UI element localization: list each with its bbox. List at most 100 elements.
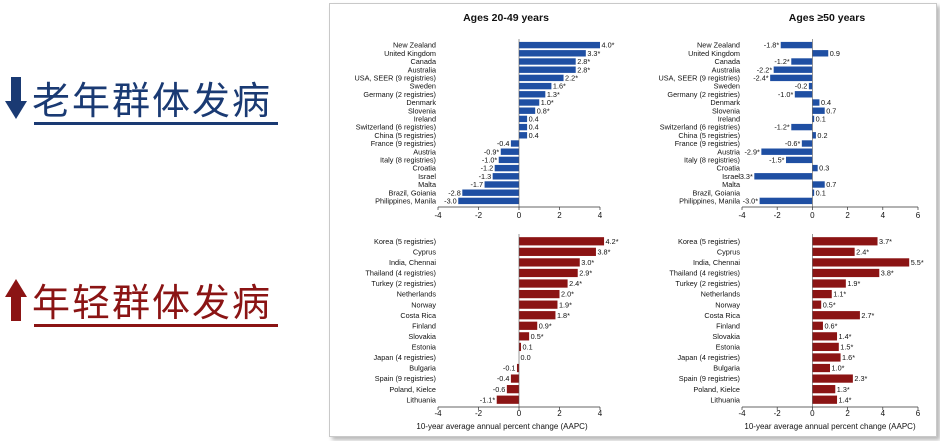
data-label: -1.7	[470, 180, 483, 189]
category-label: Croatia	[716, 164, 740, 173]
category-label: USA, SEER (9 registries)	[658, 74, 740, 83]
data-label: 0.8*	[537, 106, 550, 115]
data-label: 0.4	[529, 123, 539, 132]
x-tick-label: 2	[845, 409, 850, 418]
bar	[812, 353, 841, 362]
bar	[759, 197, 813, 205]
x-tick-label: 4	[598, 211, 603, 220]
data-label: -1.2*	[774, 123, 790, 132]
category-label: Israel	[722, 172, 740, 181]
data-label: -1.0*	[482, 156, 498, 165]
data-label: -0.9*	[484, 147, 500, 156]
category-label: Italy (8 registries)	[684, 156, 740, 165]
data-label: 0.7	[826, 180, 836, 189]
bar	[519, 115, 528, 123]
older-onset-annotation: 老年群体发病	[4, 70, 278, 125]
bar	[492, 173, 519, 180]
category-label: Canada	[714, 57, 741, 66]
chart-panel-2: Ages ≥50 years New Zealand -1.8* United Kin…	[658, 12, 920, 220]
data-label: 1.0*	[832, 364, 845, 373]
data-label: -1.0*	[778, 90, 794, 99]
x-tick-label: -4	[738, 409, 746, 418]
bar	[519, 332, 530, 341]
data-label: 2.0*	[561, 290, 574, 299]
category-label: China (5 registries)	[678, 131, 740, 140]
older-onset-underline	[34, 122, 278, 125]
category-label: Australia	[712, 65, 741, 74]
category-label: India, Chennai	[693, 258, 740, 267]
bar	[812, 279, 846, 288]
x-tick-label: 0	[810, 211, 815, 220]
data-label: -3.0*	[743, 197, 759, 206]
category-label: Malta	[418, 180, 437, 189]
younger-onset-label: 年轻群体发病	[32, 281, 273, 325]
data-label: 0.1	[523, 343, 533, 352]
data-label: -2.9*	[744, 147, 760, 156]
bar	[519, 82, 552, 90]
category-label: Germany (2 registries)	[363, 90, 436, 99]
category-label: Sweden	[714, 82, 740, 91]
data-label: -1.3	[479, 172, 492, 181]
data-label: 1.6*	[553, 82, 566, 91]
younger-onset-annotation: 年轻群体发病	[4, 272, 278, 327]
data-label: 1.9*	[847, 279, 860, 288]
x-tick-label: -2	[475, 211, 483, 220]
category-label: New Zealand	[393, 41, 436, 50]
data-label: 1.5*	[840, 343, 853, 352]
x-tick-label: -4	[434, 211, 442, 220]
data-label: 1.0*	[541, 98, 554, 107]
bar	[519, 237, 605, 246]
x-tick-label: -4	[738, 211, 746, 220]
category-label: France (9 registries)	[371, 139, 436, 148]
bar	[519, 74, 564, 82]
bar	[519, 289, 560, 299]
bar	[519, 99, 540, 106]
x-tick-label: -4	[434, 409, 442, 418]
category-label: Brazil, Goiania	[389, 188, 437, 197]
category-label: Israel	[418, 172, 436, 181]
down-arrow-icon	[5, 76, 27, 119]
data-label: 3.3*	[587, 49, 600, 58]
bar	[494, 164, 519, 172]
category-label: Finland	[412, 321, 436, 330]
data-label: 0.4	[529, 115, 539, 124]
category-label: Netherlands	[397, 290, 437, 299]
bar	[510, 374, 519, 383]
chart-panel-1: Ages 20-49 years New Zealand 4.0* United Ki…	[354, 12, 614, 220]
data-label: 0.9	[830, 49, 840, 58]
bar	[484, 181, 519, 188]
annotation-panel: 老年群体发病 年轻群体发病	[0, 0, 330, 441]
bar	[780, 41, 813, 49]
category-label: Bulgaria	[713, 364, 741, 373]
data-label: 3.8*	[597, 247, 610, 256]
x-tick-label: 4	[881, 409, 886, 418]
category-label: Slovenia	[712, 106, 741, 115]
bar	[812, 395, 838, 404]
data-label: 2.7*	[861, 311, 874, 320]
bar	[519, 268, 578, 278]
category-label: Bulgaria	[409, 364, 437, 373]
x-tick-label: -2	[774, 409, 782, 418]
category-label: Turkey (2 registries)	[675, 279, 740, 288]
aapc-figure: Ages 20-49 years New Zealand 4.0* United Ki…	[329, 3, 937, 437]
category-label: France (9 registries)	[675, 139, 740, 148]
bar	[812, 342, 839, 352]
bar	[519, 66, 576, 73]
data-label: 0.1	[816, 188, 826, 197]
category-label: Japan (4 registries)	[678, 353, 740, 362]
data-label: -1.2	[481, 164, 494, 173]
category-label: Denmark	[406, 98, 436, 107]
data-label: -0.1	[503, 364, 516, 373]
data-label: 1.3*	[837, 385, 850, 394]
bar	[516, 363, 519, 373]
category-label: Cyprus	[413, 247, 436, 256]
bar	[519, 321, 538, 330]
bar	[791, 123, 813, 131]
category-label: Sweden	[410, 82, 436, 91]
bar	[458, 197, 519, 205]
bar	[519, 342, 522, 352]
category-label: Korea (5 registries)	[678, 237, 740, 246]
category-label: United Kingdom	[688, 49, 740, 58]
data-label: 2.8*	[577, 57, 590, 66]
bar	[812, 311, 860, 320]
